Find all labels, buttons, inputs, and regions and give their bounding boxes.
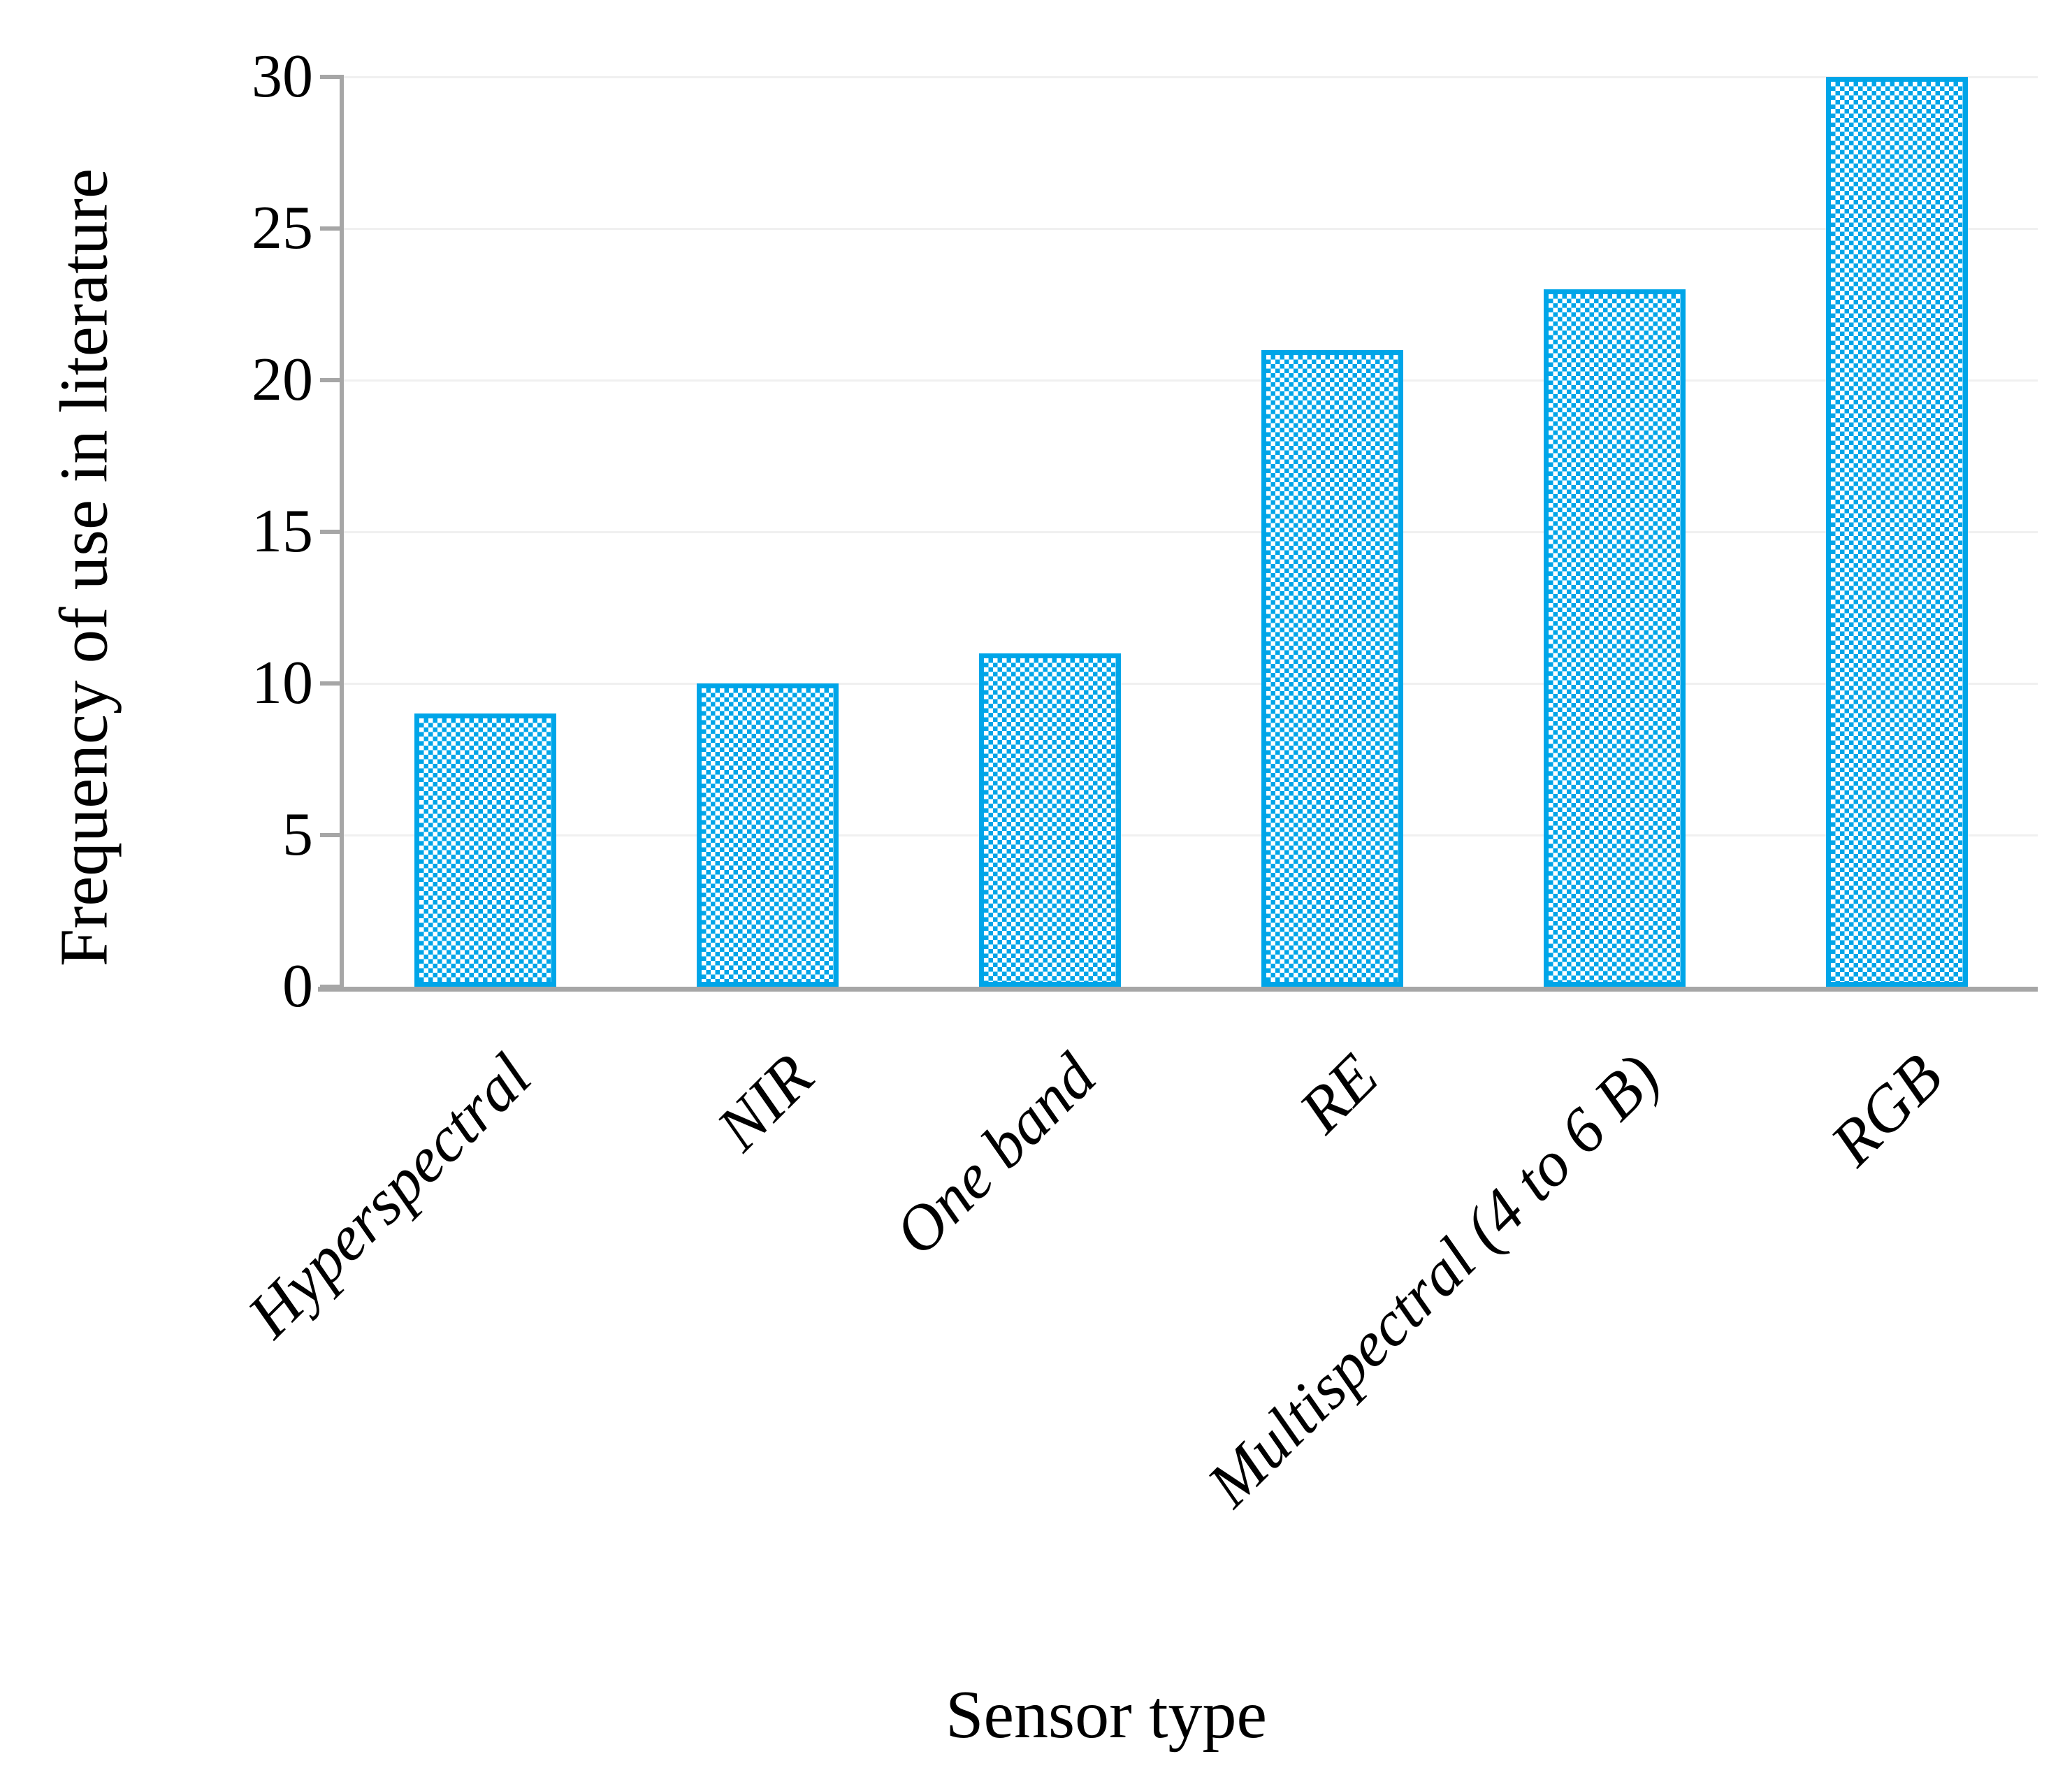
- y-tick-mark-20: [320, 378, 344, 382]
- bar-re: [1261, 349, 1403, 987]
- y-tick-label-5: 5: [282, 801, 313, 869]
- gridline-y-30: [344, 75, 2038, 78]
- y-tick-label-10: 10: [252, 649, 313, 717]
- x-axis-baseline: [318, 987, 2038, 992]
- gridline-y-20: [344, 379, 2038, 382]
- x-axis-title: Sensor type: [946, 1677, 1267, 1753]
- y-tick-label-25: 25: [252, 194, 313, 262]
- y-tick-label-0: 0: [282, 952, 313, 1020]
- x-category-label-re: RE: [1284, 1040, 1391, 1147]
- x-category-label-hyperspectral: Hyperspectral: [233, 1040, 544, 1351]
- x-category-label-nir: NIR: [702, 1040, 827, 1164]
- y-tick-label-20: 20: [252, 346, 313, 414]
- gridline-y-5: [344, 834, 2038, 836]
- y-tick-mark-0: [320, 985, 344, 989]
- bar-multispectral-4-to-6-b: [1543, 289, 1686, 987]
- y-tick-label-30: 30: [252, 43, 313, 110]
- bar-hyperspectral: [414, 713, 556, 987]
- y-tick-mark-30: [320, 75, 344, 79]
- y-axis-title: Frequency of use in literature: [46, 168, 122, 967]
- gridline-y-25: [344, 227, 2038, 230]
- bar-rgb: [1825, 77, 1968, 987]
- y-tick-label-15: 15: [252, 498, 313, 565]
- y-tick-mark-10: [320, 681, 344, 686]
- gridline-y-15: [344, 530, 2038, 533]
- y-tick-mark-15: [320, 530, 344, 534]
- x-category-label-one-band: One band: [880, 1040, 1109, 1269]
- bar-nir: [696, 683, 839, 987]
- plot-area: [344, 75, 2038, 987]
- y-tick-mark-25: [320, 226, 344, 231]
- gridline-y-10: [344, 682, 2038, 685]
- y-tick-mark-5: [320, 833, 344, 837]
- bar-one-band: [978, 653, 1121, 987]
- x-category-label-multispectral-4-to-6-b: Multispectral (4 to 6 B): [1194, 1040, 1674, 1520]
- x-category-label-rgb: RGB: [1817, 1040, 1956, 1180]
